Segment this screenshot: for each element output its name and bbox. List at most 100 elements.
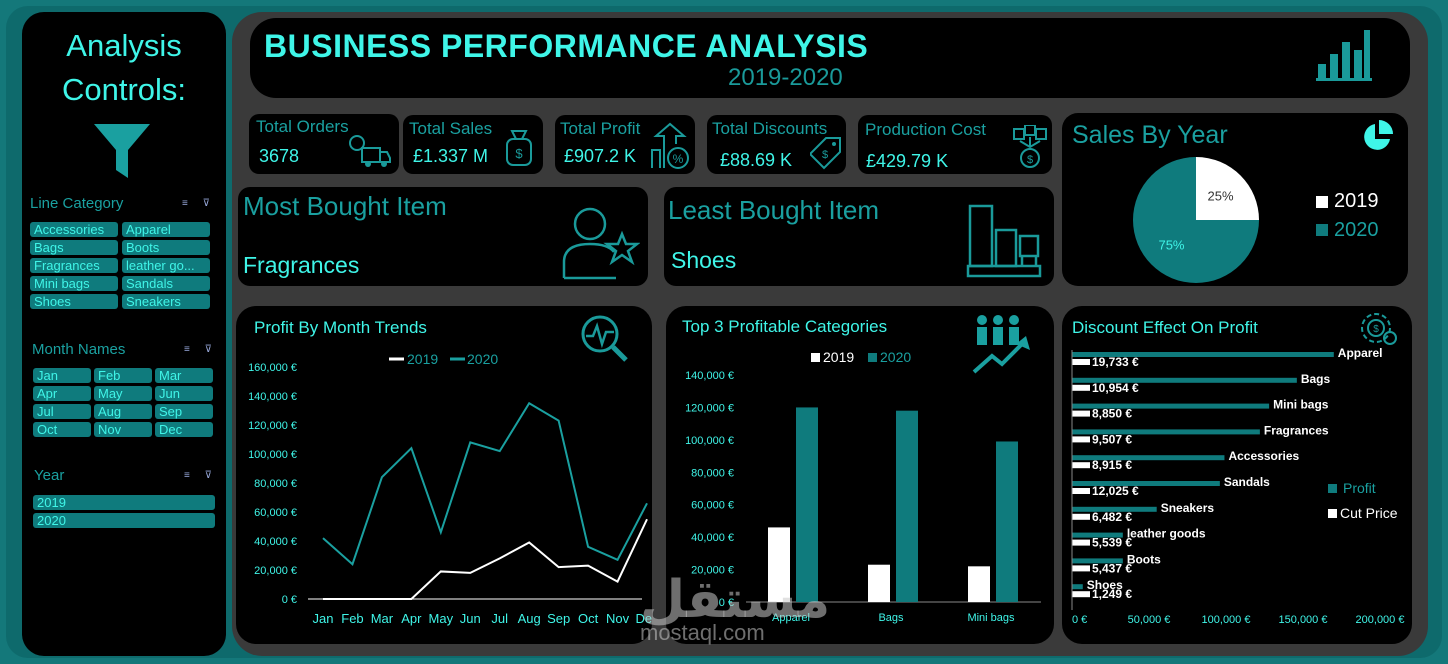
- slicer-item-month[interactable]: Mar: [155, 368, 213, 383]
- slicer-item-month[interactable]: Jan: [33, 368, 91, 383]
- kpi-label: Total Orders: [256, 117, 349, 136]
- category-label: leather goods: [1127, 527, 1206, 541]
- slicer-item-month[interactable]: Apr: [33, 386, 91, 401]
- bar-cut-price-leather goods: [1072, 539, 1090, 546]
- value-label: 8,850 €: [1092, 407, 1132, 421]
- slicer-item-month[interactable]: May: [94, 386, 152, 401]
- month-names-slicer-label: Month Names: [32, 341, 126, 358]
- kpi-production-cost: [858, 115, 1052, 174]
- slicer-item-month[interactable]: Dec: [155, 422, 213, 437]
- bar-2020-Bags: [896, 410, 918, 602]
- slicer-item-month[interactable]: Jun: [155, 386, 213, 401]
- sidebar-title-line1: Analysis: [66, 28, 182, 63]
- x-tick-label: Jan: [313, 611, 334, 626]
- slicer-item-category[interactable]: Sneakers: [122, 294, 210, 309]
- legend-label-2020: 2020: [1334, 219, 1379, 241]
- y-tick-label: 140,000 €: [248, 391, 297, 403]
- bar-2019-Mini bags: [968, 566, 990, 602]
- most-bought-value: Fragrances: [243, 252, 360, 278]
- kpi-value: 3678: [259, 146, 300, 166]
- legend-label-profit: Profit: [1343, 480, 1376, 496]
- kpi-total-discounts: [707, 115, 846, 174]
- value-label: 9,507 €: [1092, 432, 1132, 446]
- discount-effect-panel: [1062, 306, 1412, 644]
- bar-cut-price-Fragrances: [1072, 436, 1090, 443]
- year-clear-filter-icon[interactable]: ≡ ⊽: [184, 470, 218, 481]
- watermark-url: mostaql.com: [640, 620, 765, 645]
- x-tick-label: 50,000 €: [1128, 614, 1171, 626]
- bar-profit-Sandals: [1072, 481, 1220, 486]
- slicer-item-category[interactable]: Mini bags: [30, 276, 118, 291]
- x-tick-label: Aug: [518, 611, 541, 626]
- kpi-label: Total Sales: [409, 119, 493, 138]
- slicer-item-category[interactable]: Sandals: [122, 276, 210, 291]
- person-star-icon: [562, 207, 640, 280]
- x-tick-label: 200,000 €: [1356, 614, 1405, 626]
- x-tick-label: Apr: [401, 611, 422, 626]
- discount-effect-title: Discount Effect On Profit: [1072, 318, 1258, 337]
- category-label: Bags: [1301, 372, 1331, 386]
- kpi-value: £1.337 M: [413, 146, 489, 166]
- y-tick-label: 100,000 €: [248, 449, 297, 461]
- sidebar-title-line2: Controls:: [61, 72, 187, 107]
- slicer-item-category[interactable]: Boots: [122, 240, 210, 255]
- slicer-item-category[interactable]: Bags: [30, 240, 118, 255]
- x-tick-label: Bags: [878, 612, 904, 624]
- slicer-item-month[interactable]: Feb: [94, 368, 152, 383]
- slicer-item-category[interactable]: Shoes: [30, 294, 118, 309]
- slicer-item-year[interactable]: 2019: [33, 495, 215, 510]
- line-category-clear-filter-icon[interactable]: ≡ ⊽: [182, 198, 216, 209]
- legend-label-2019: 2019: [823, 349, 854, 365]
- category-label: Fragrances: [1264, 423, 1329, 437]
- pie-slice-label: 25%: [1207, 188, 1233, 203]
- money-bag-icon: $: [506, 130, 532, 166]
- category-label: Shoes: [1087, 578, 1123, 592]
- y-tick-label: 0 €: [719, 597, 734, 609]
- header-panel: [250, 18, 1410, 98]
- bar-profit-leather goods: [1072, 532, 1123, 538]
- slicer-item-month[interactable]: Oct: [33, 422, 91, 437]
- month-names-clear-filter-icon[interactable]: ≡ ⊽: [184, 344, 218, 355]
- y-tick-label: 0 €: [282, 594, 297, 606]
- category-label: Sandals: [1224, 475, 1270, 489]
- value-label: 12,025 €: [1092, 484, 1139, 498]
- funnel-icon: [94, 124, 150, 178]
- svg-text:$: $: [515, 146, 523, 161]
- slicer-item-month[interactable]: Sep: [155, 404, 213, 419]
- slicer-item-category[interactable]: leather go...: [122, 258, 210, 273]
- bar-cut-price-Mini bags: [1072, 410, 1090, 417]
- bar-cut-price-Boots: [1072, 565, 1090, 572]
- bar-chart-icon: [1316, 30, 1372, 81]
- legend-swatch-2019: [1316, 196, 1328, 208]
- slicer-item-category[interactable]: Apparel: [122, 222, 210, 237]
- svg-text:$: $: [822, 149, 828, 161]
- analysis-controls-sidebar: [22, 12, 226, 656]
- y-tick-label: 120,000 €: [248, 420, 297, 432]
- x-tick-label: Nov: [606, 611, 630, 626]
- legend-label-2020: 2020: [880, 349, 911, 365]
- bar-2019-Apparel: [768, 527, 790, 602]
- y-tick-label: 140,000 €: [685, 370, 734, 382]
- x-tick-label: Feb: [341, 611, 363, 626]
- slicer-item-month[interactable]: Nov: [94, 422, 152, 437]
- value-label: 1,249 €: [1092, 587, 1132, 601]
- y-tick-label: 80,000 €: [254, 478, 297, 490]
- svg-text:$: $: [1373, 324, 1379, 335]
- slicer-item-year[interactable]: 2020: [33, 513, 215, 528]
- slicer-item-category[interactable]: Fragrances: [30, 258, 118, 273]
- kpi-value: £907.2 K: [564, 146, 637, 166]
- sales-by-year-legend: 2019 2020: [1316, 190, 1379, 241]
- value-label: 5,437 €: [1092, 561, 1132, 575]
- profit-arrow-icon: %: [651, 122, 689, 169]
- y-tick-label: 60,000 €: [691, 500, 734, 512]
- bar-profit-Mini bags: [1072, 403, 1270, 409]
- kpi-label: Total Discounts: [712, 119, 828, 138]
- slicer-item-category[interactable]: Accessories: [30, 222, 118, 237]
- kpi-total-orders: [249, 114, 399, 174]
- slicer-item-month[interactable]: Aug: [94, 404, 152, 419]
- bar-cut-price-Sneakers: [1072, 513, 1090, 520]
- pie-slice-label: 75%: [1158, 238, 1184, 253]
- bar-profit-Shoes: [1072, 584, 1083, 590]
- legend-swatch-2019: [811, 353, 820, 362]
- slicer-item-month[interactable]: Jul: [33, 404, 91, 419]
